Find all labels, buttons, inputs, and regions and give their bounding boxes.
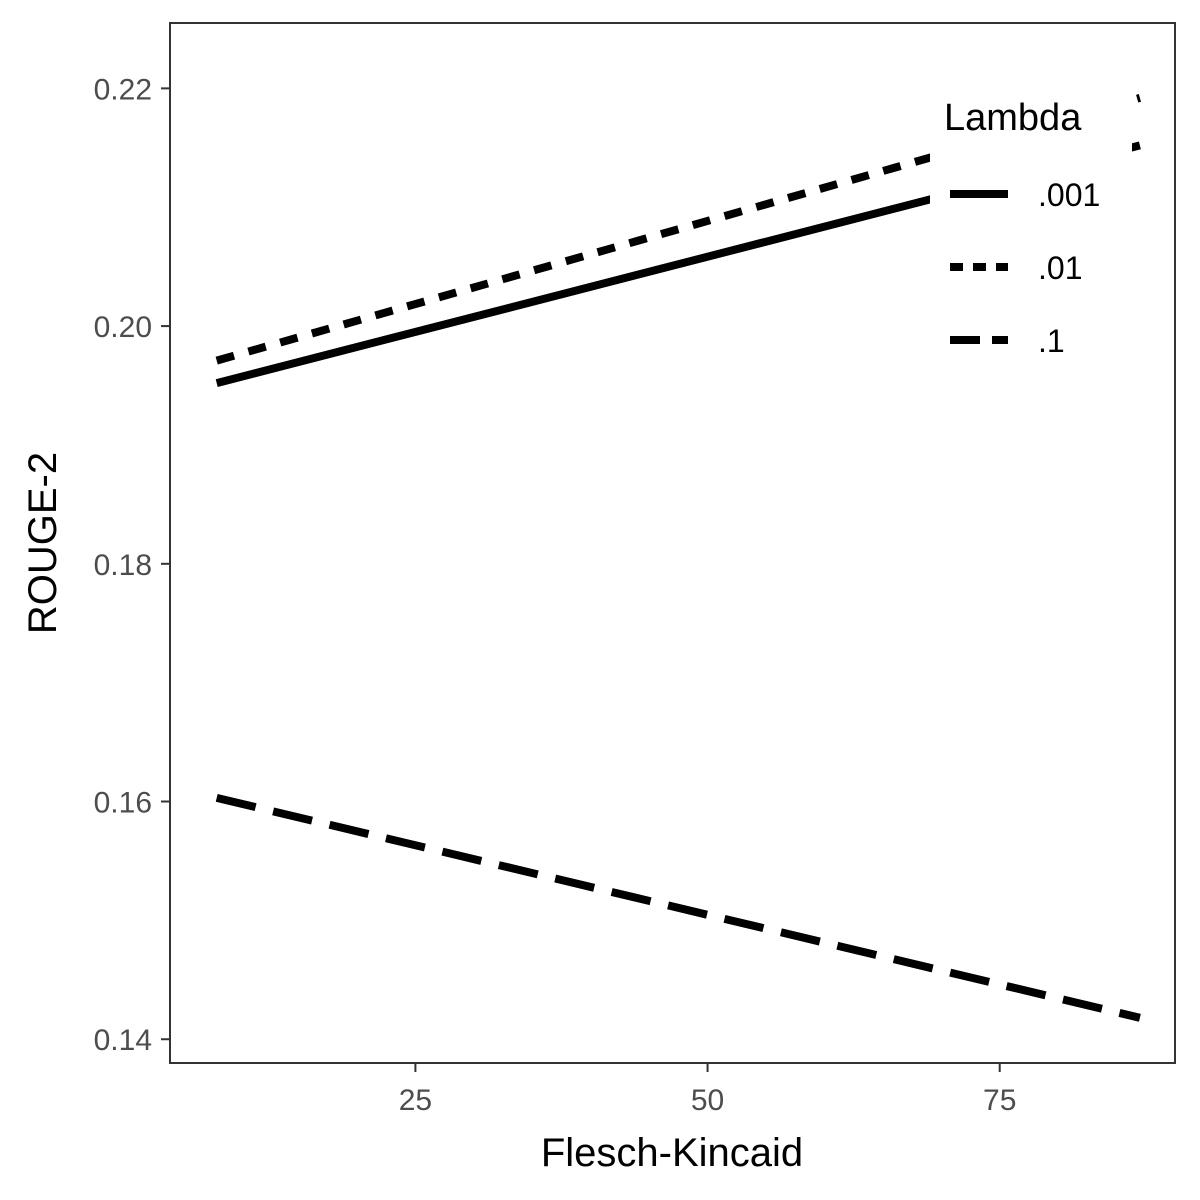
- x-tick-label: 50: [691, 1084, 724, 1117]
- y-axis-title: ROUGE-2: [21, 452, 65, 634]
- x-axis: 25 50 75: [399, 1063, 1016, 1117]
- legend-background: [930, 72, 1132, 372]
- legend-label-1: .001: [1038, 177, 1100, 213]
- y-tick-label: 0.18: [94, 549, 152, 582]
- legend-label-3: .1: [1038, 323, 1065, 359]
- legend-items: .001 .01 .1: [950, 177, 1100, 359]
- panel-border: [169, 22, 1176, 1064]
- legend-label-2: .01: [1038, 250, 1082, 286]
- x-tick-label: 25: [399, 1084, 432, 1117]
- series-line-3: [215, 794, 1141, 1022]
- y-tick-label: 0.20: [94, 311, 152, 344]
- y-tick-label: 0.14: [94, 1024, 152, 1057]
- legend: Lambda .001 .01 .1: [930, 72, 1132, 372]
- legend-title: Lambda: [944, 97, 1082, 139]
- y-axis: 0.14 0.16 0.18 0.20 0.22: [94, 73, 170, 1057]
- x-axis-title: Flesch-Kincaid: [541, 1131, 803, 1175]
- y-tick-label: 0.16: [94, 787, 152, 820]
- y-tick-label: 0.22: [94, 73, 152, 106]
- x-tick-label: 75: [983, 1084, 1016, 1117]
